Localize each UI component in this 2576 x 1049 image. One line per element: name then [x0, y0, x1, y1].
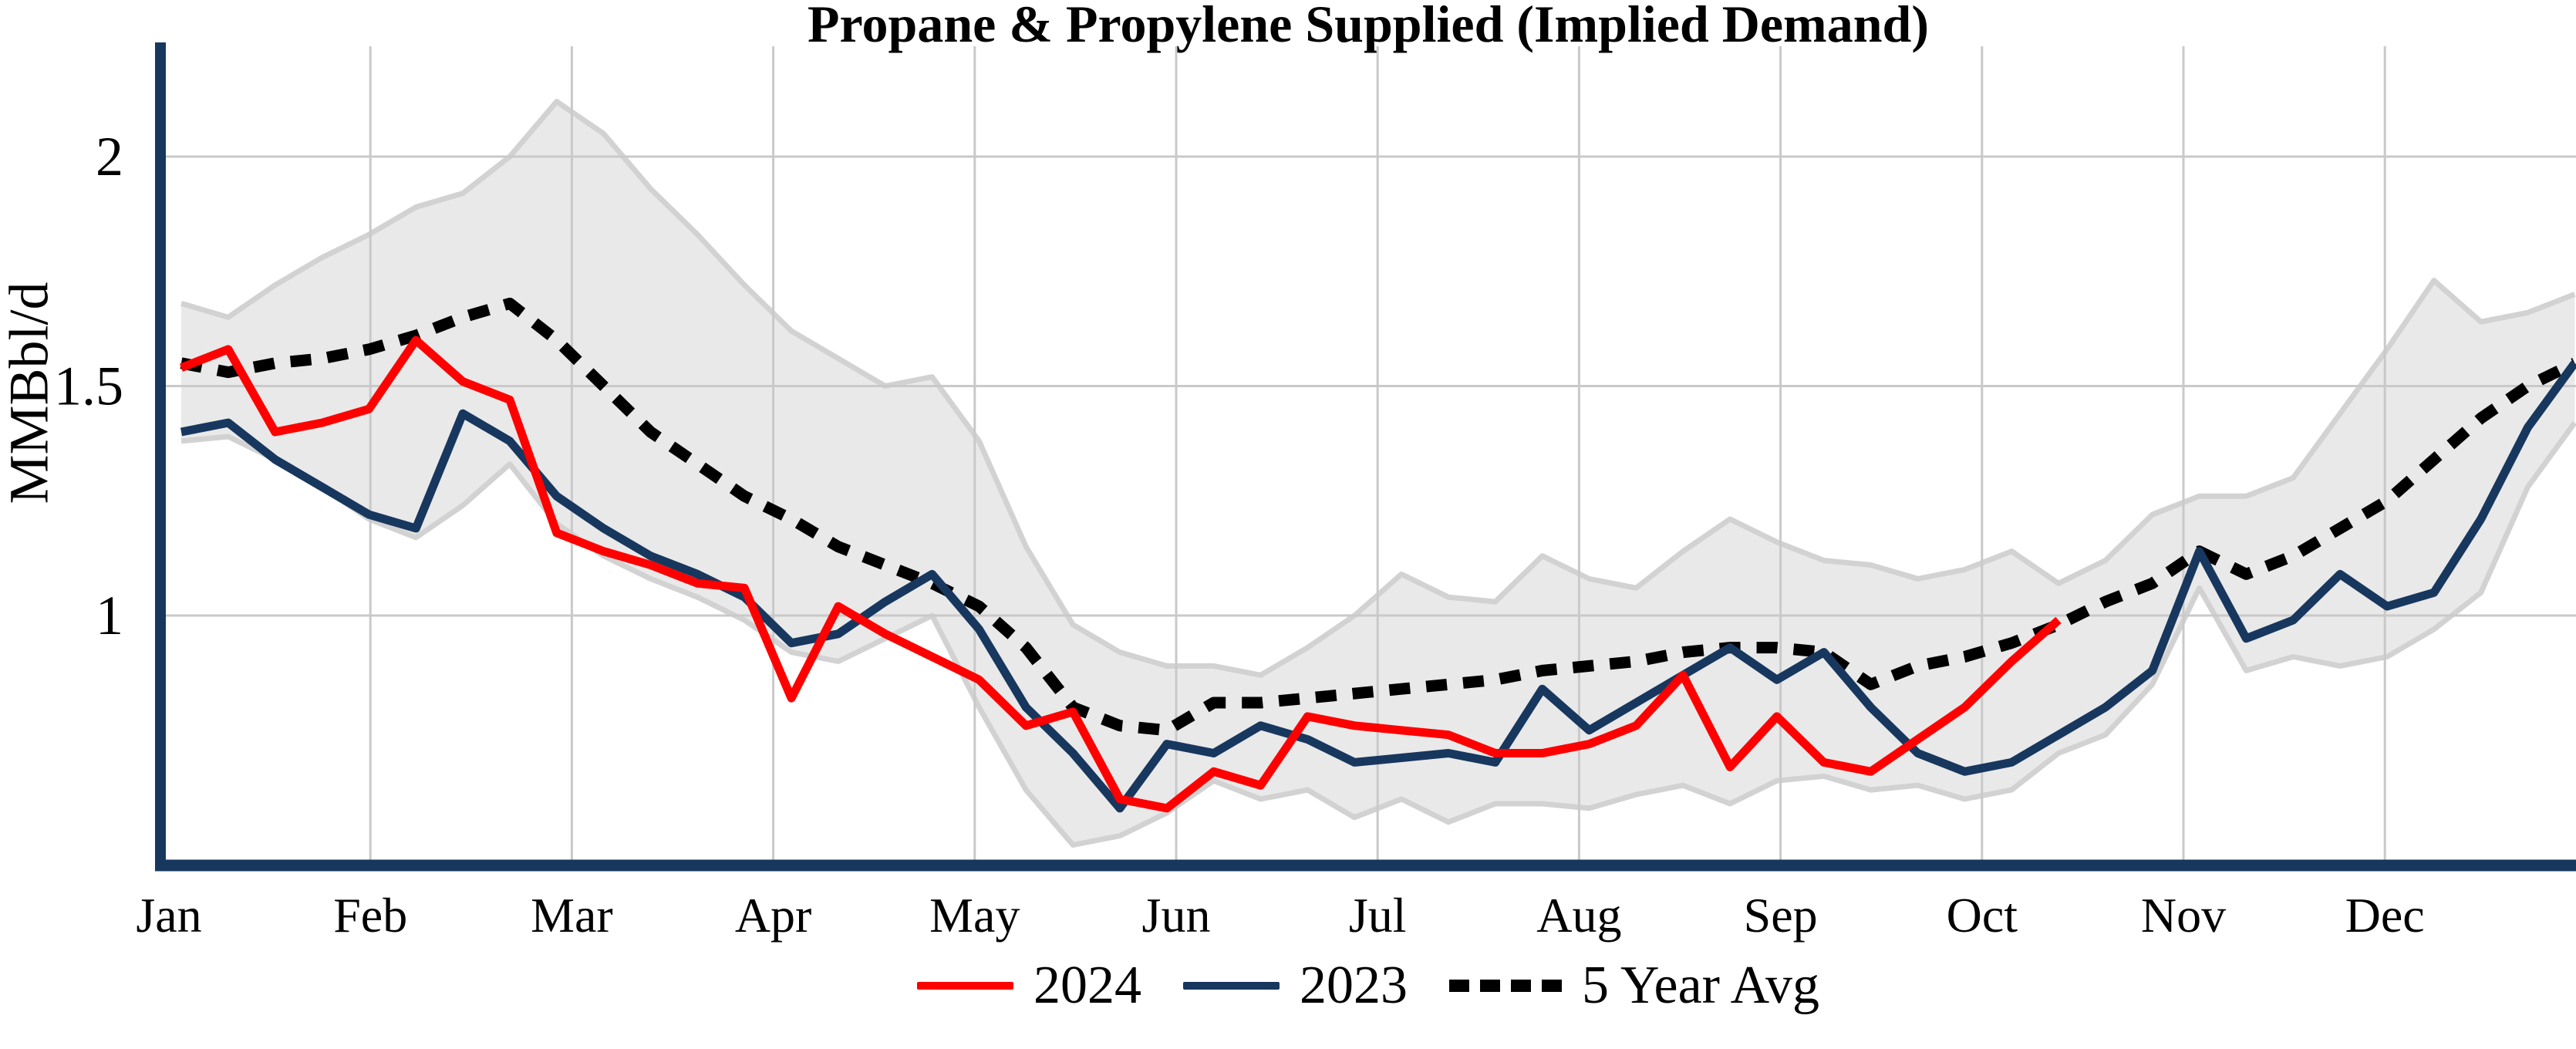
month-label-Feb: Feb: [333, 888, 407, 943]
series-2024-line: [179, 336, 2062, 813]
month-label-Jun: Jun: [1142, 888, 1211, 943]
navy-line-swatch-icon: [1183, 982, 1280, 990]
month-label-Aug: Aug: [1536, 888, 1621, 943]
legend-label-2024: 2024: [1033, 956, 1142, 1015]
chart-legend: 2024 2023 5 Year Avg: [160, 955, 2576, 1017]
month-label-Oct: Oct: [1947, 888, 2018, 943]
month-label-Apr: Apr: [735, 888, 812, 943]
month-label-Jan: Jan: [136, 888, 201, 943]
y-tick-label-1: 1: [96, 585, 123, 646]
month-label-May: May: [929, 888, 1020, 943]
red-line-swatch-icon: [917, 982, 1014, 990]
axes: [155, 42, 2576, 872]
series-5-year-avg-line: [180, 297, 2576, 737]
month-label-Sep: Sep: [1744, 888, 1818, 943]
month-label-Jul: Jul: [1349, 888, 1407, 943]
series-2023-line: [180, 360, 2576, 813]
legend-item-2023: 2023: [1183, 955, 1408, 1017]
legend-label-5yr-avg: 5 Year Avg: [1582, 956, 1819, 1015]
x-axis-month-labels: Jan Feb Mar Apr May Jun Jul Aug Sep Oct Nov Dec: [136, 888, 2424, 943]
y-tick-label-2: 2: [96, 126, 123, 187]
month-label-Nov: Nov: [2141, 888, 2226, 943]
legend-label-2023: 2023: [1300, 956, 1408, 1015]
data-series: [179, 297, 2576, 813]
y-tick-label-1.5: 1.5: [54, 356, 123, 417]
month-label-Mar: Mar: [531, 888, 613, 943]
dotted-line-swatch-icon: [1449, 980, 1563, 992]
y-axis-tick-labels: 11.52: [54, 126, 123, 646]
chart-title: Propane & Propylene Supplied (Implied De…: [808, 0, 1929, 53]
legend-item-5yr-avg: 5 Year Avg: [1449, 955, 1819, 1017]
month-label-Dec: Dec: [2345, 888, 2425, 943]
legend-item-2024: 2024: [917, 955, 1141, 1017]
